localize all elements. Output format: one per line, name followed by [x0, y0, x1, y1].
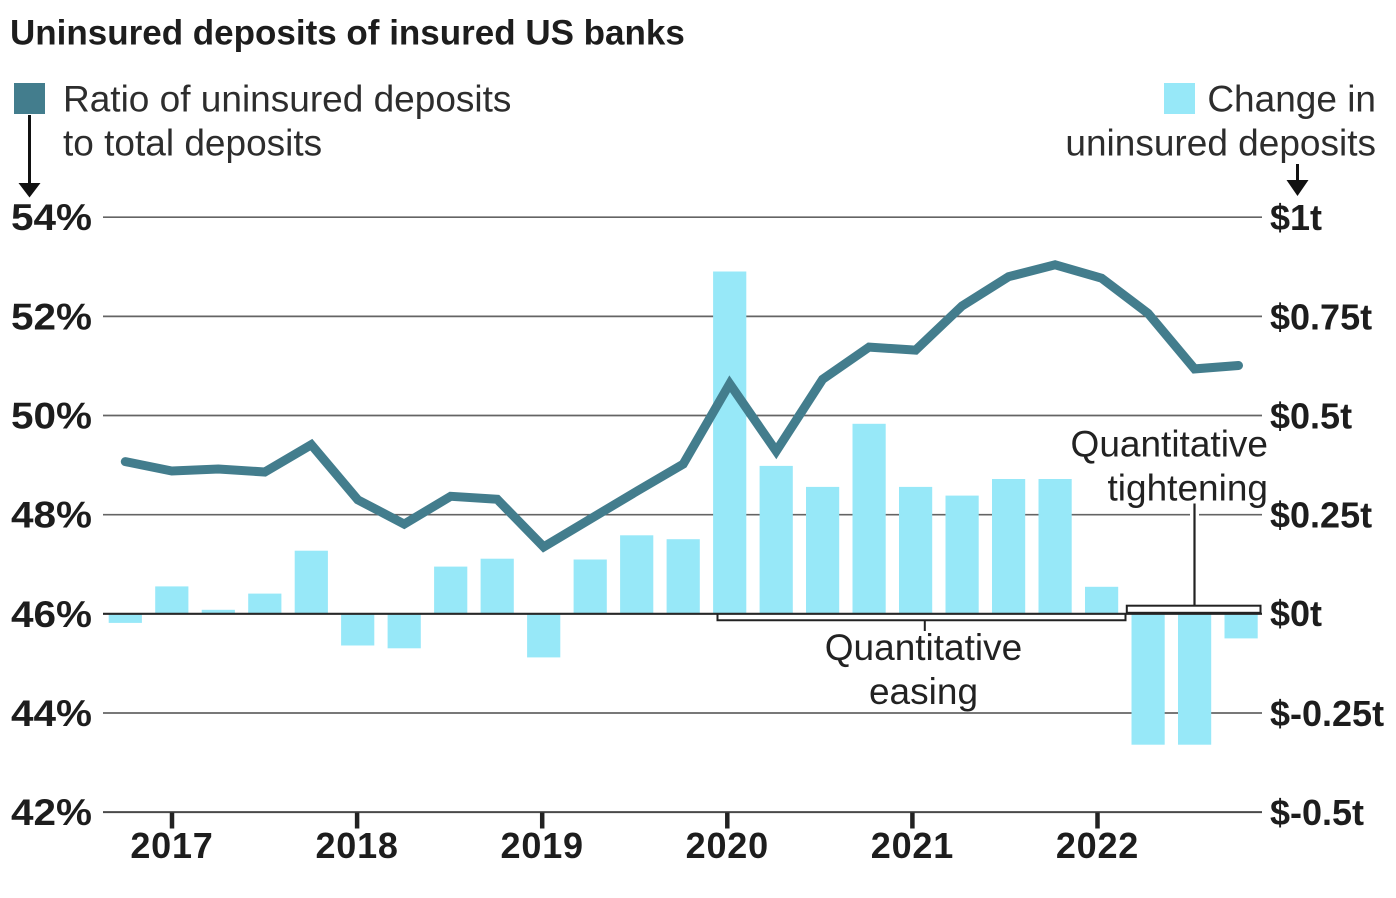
svg-text:2021: 2021: [871, 825, 954, 866]
svg-text:2017: 2017: [130, 825, 213, 866]
svg-text:tightening: tightening: [1108, 468, 1268, 509]
svg-text:$0.25t: $0.25t: [1270, 495, 1372, 536]
svg-text:$-0.5t: $-0.5t: [1270, 792, 1364, 833]
svg-text:2022: 2022: [1056, 825, 1139, 866]
svg-text:Quantitative: Quantitative: [1071, 424, 1268, 465]
svg-text:2019: 2019: [501, 825, 584, 866]
svg-text:44%: 44%: [11, 693, 92, 734]
svg-text:2018: 2018: [315, 825, 398, 866]
svg-text:$0.75t: $0.75t: [1270, 297, 1372, 338]
svg-text:easing: easing: [869, 671, 978, 712]
svg-text:$0t: $0t: [1270, 593, 1322, 634]
svg-text:Quantitative: Quantitative: [825, 627, 1022, 668]
svg-text:$1t: $1t: [1270, 197, 1322, 238]
svg-text:46%: 46%: [11, 594, 92, 635]
svg-text:48%: 48%: [11, 495, 92, 536]
svg-text:50%: 50%: [11, 396, 92, 437]
svg-text:52%: 52%: [11, 297, 92, 338]
svg-text:to total deposits: to total deposits: [63, 123, 322, 164]
svg-text:Change in: Change in: [1207, 79, 1376, 120]
svg-text:Ratio of uninsured deposits: Ratio of uninsured deposits: [63, 79, 511, 120]
svg-text:2020: 2020: [686, 825, 769, 866]
svg-text:$0.5t: $0.5t: [1270, 396, 1352, 437]
svg-text:42%: 42%: [11, 792, 92, 833]
svg-text:54%: 54%: [11, 197, 92, 238]
svg-text:Uninsured deposits of insured: Uninsured deposits of insured US banks: [10, 14, 685, 53]
svg-text:$-0.25t: $-0.25t: [1270, 693, 1384, 734]
svg-text:uninsured deposits: uninsured deposits: [1065, 123, 1376, 164]
